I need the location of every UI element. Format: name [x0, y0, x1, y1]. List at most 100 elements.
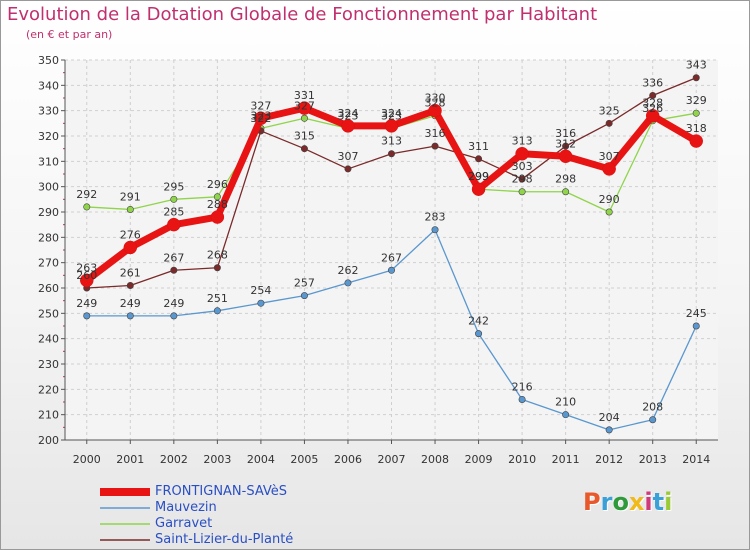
data-point-frontignan: [384, 119, 399, 133]
data-point-saint-lizier: [692, 74, 700, 82]
data-point-mauvezin: [475, 330, 483, 338]
data-label-saint-lizier: 322: [250, 112, 271, 125]
data-point-frontignan: [428, 103, 442, 118]
data-label-mauvezin: 242: [468, 315, 489, 328]
data-label-garravet: 299: [468, 170, 489, 183]
x-tick-label: 2009: [465, 453, 493, 466]
data-point-garravet: [170, 195, 178, 203]
data-point-saint-lizier: [387, 150, 395, 158]
data-label-frontignan: 313: [512, 135, 533, 148]
data-point-frontignan: [297, 101, 312, 115]
y-tick-label: 250: [38, 307, 59, 320]
data-point-mauvezin: [431, 226, 439, 234]
data-label-mauvezin: 257: [294, 277, 315, 290]
y-tick-label: 230: [38, 358, 59, 371]
x-tick-label: 2004: [247, 453, 275, 466]
data-point-saint-lizier: [649, 91, 657, 99]
data-point-mauvezin: [257, 299, 265, 307]
data-label-garravet: 291: [120, 190, 141, 203]
y-tick-label: 260: [38, 282, 59, 295]
data-point-saint-lizier: [213, 264, 221, 272]
data-point-frontignan: [80, 273, 94, 288]
data-label-saint-lizier: 343: [686, 59, 707, 72]
data-label-frontignan: 263: [76, 261, 97, 274]
data-label-mauvezin: 208: [642, 401, 663, 414]
data-label-frontignan: 330: [425, 92, 446, 105]
data-label-mauvezin: 254: [250, 284, 271, 297]
data-point-garravet: [562, 188, 570, 196]
data-point-mauvezin: [300, 292, 308, 300]
data-point-frontignan: [602, 162, 616, 176]
data-label-mauvezin: 267: [381, 251, 402, 264]
y-tick-label: 320: [38, 130, 59, 143]
x-tick-label: 2001: [116, 453, 144, 466]
data-label-frontignan: 327: [250, 99, 271, 112]
x-tick-label: 2002: [160, 453, 188, 466]
data-point-mauvezin: [692, 322, 700, 330]
data-label-garravet: 328: [425, 97, 446, 110]
data-point-frontignan: [254, 111, 268, 126]
data-point-garravet: [83, 203, 91, 211]
y-tick-label: 210: [38, 409, 59, 422]
data-point-saint-lizier: [300, 145, 308, 153]
data-label-mauvezin: 283: [425, 211, 446, 224]
data-label-saint-lizier: 311: [468, 140, 489, 153]
legend-swatch-saint-lizier: [100, 539, 150, 541]
data-point-saint-lizier: [126, 281, 134, 289]
x-tick-label: 2006: [334, 453, 362, 466]
data-label-mauvezin: 249: [120, 297, 141, 310]
data-point-garravet: [126, 205, 134, 213]
data-point-mauvezin: [83, 312, 91, 320]
legend-swatch-mauvezin: [100, 507, 150, 509]
data-point-mauvezin: [562, 411, 570, 419]
data-point-frontignan: [341, 119, 355, 133]
legend-swatch-frontignan: [100, 488, 150, 496]
x-tick-label: 2010: [508, 453, 536, 466]
data-point-frontignan: [167, 217, 181, 232]
data-label-frontignan: 331: [294, 89, 315, 102]
y-tick-label: 240: [38, 333, 59, 346]
data-point-frontignan: [689, 134, 703, 148]
data-label-mauvezin: 249: [76, 297, 97, 310]
data-label-saint-lizier: 260: [76, 269, 97, 282]
legend-swatch-garravet: [100, 523, 150, 525]
data-label-garravet: 323: [250, 109, 271, 122]
data-label-saint-lizier: 336: [642, 76, 663, 89]
legend-label-garravet: Garravet: [155, 516, 213, 531]
data-point-mauvezin: [170, 312, 178, 320]
legend-label-mauvezin: Mauvezin: [155, 500, 217, 515]
data-label-frontignan: 285: [163, 206, 184, 219]
data-label-garravet: 329: [686, 94, 707, 107]
y-tick-label: 270: [38, 257, 59, 270]
data-label-saint-lizier: 261: [120, 266, 141, 279]
data-label-mauvezin: 216: [512, 380, 533, 393]
x-tick-label: 2011: [552, 453, 580, 466]
data-point-mauvezin: [344, 279, 352, 287]
data-label-saint-lizier: 268: [207, 249, 228, 262]
data-label-garravet: 290: [599, 193, 620, 206]
legend-label-saint-lizier: Saint-Lizier-du-Planté: [155, 532, 294, 547]
data-label-garravet: 298: [555, 173, 576, 186]
data-label-frontignan: 299: [468, 170, 489, 183]
data-label-garravet: 296: [207, 178, 228, 191]
data-point-saint-lizier: [562, 142, 570, 150]
x-tick-label: 2005: [290, 453, 318, 466]
data-label-frontignan: 324: [337, 107, 358, 120]
data-label-mauvezin: 249: [163, 297, 184, 310]
data-label-garravet: 295: [163, 180, 184, 193]
data-point-mauvezin: [213, 307, 221, 315]
data-label-frontignan: 324: [381, 107, 402, 120]
data-point-garravet: [692, 109, 700, 117]
data-point-mauvezin: [649, 416, 657, 424]
data-label-garravet: 323: [381, 109, 402, 122]
y-tick-label: 200: [38, 434, 59, 447]
y-tick-label: 350: [38, 54, 59, 67]
data-point-garravet: [213, 193, 221, 201]
data-point-saint-lizier: [431, 142, 439, 150]
data-point-saint-lizier: [344, 165, 352, 173]
x-tick-label: 2014: [682, 453, 710, 466]
data-point-saint-lizier: [605, 119, 613, 127]
data-label-mauvezin: 251: [207, 292, 228, 305]
data-point-saint-lizier: [475, 155, 483, 163]
y-tick-label: 330: [38, 105, 59, 118]
